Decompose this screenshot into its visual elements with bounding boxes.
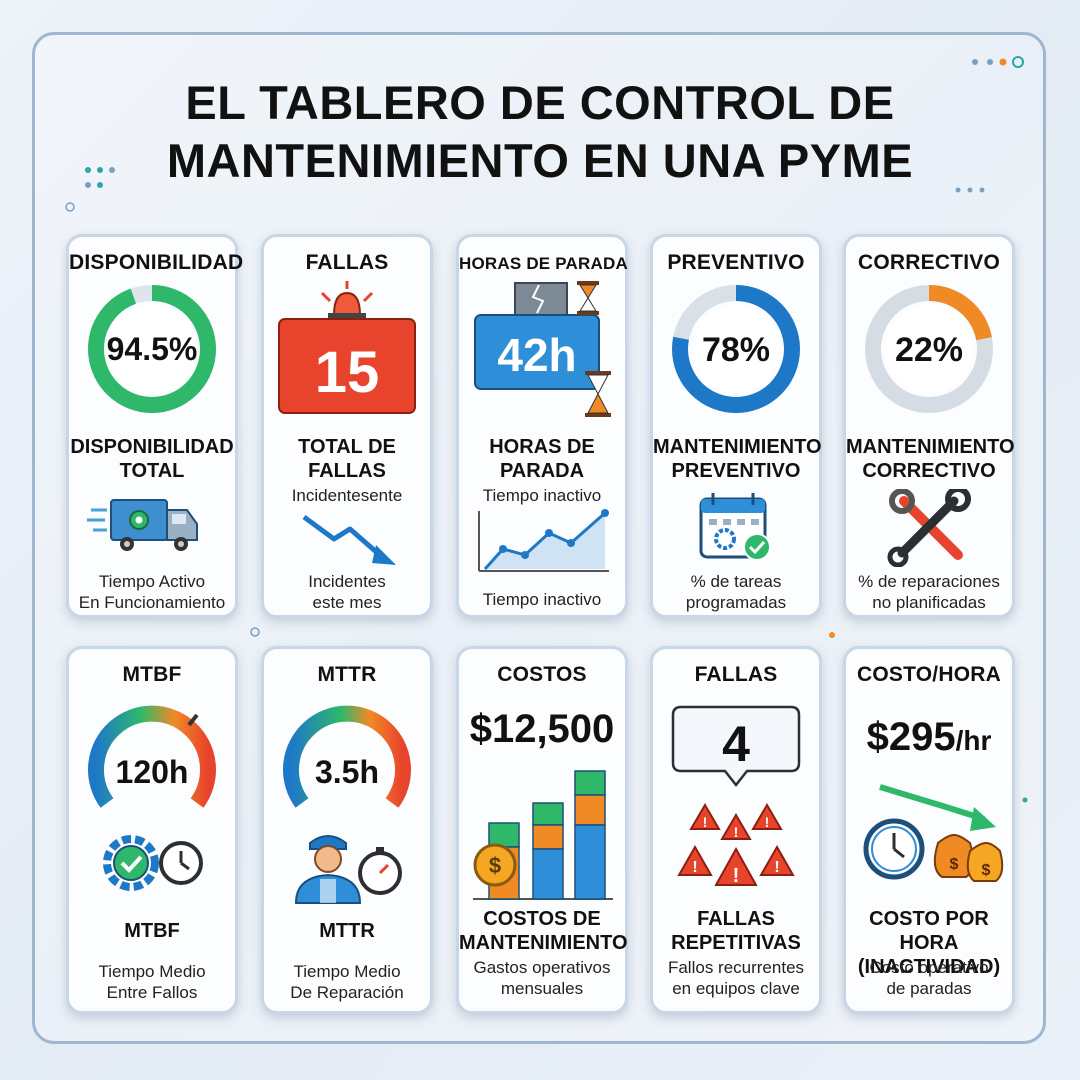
svg-text:!: ! (733, 865, 740, 887)
svg-text:!: ! (734, 824, 739, 840)
gear-check-clock-icon (103, 835, 203, 891)
card-title: FALLAS (305, 251, 389, 274)
cost-per-hour-value: $295/hr (866, 715, 992, 759)
card-subtitle: MTBF (124, 920, 180, 942)
card-title: PREVENTIVO (667, 251, 805, 274)
page-title: EL TABLERO DE CONTROL DE MANTENIMIENTO E… (166, 76, 914, 187)
card-description: Tiempo Medio De Reparación (290, 962, 404, 1002)
card-description: Costo operativo de paradas (869, 958, 989, 998)
card-subtitle: MANTENIMIENTO PREVENTIVO (653, 436, 822, 482)
card-subtitle: DISPONIBILIDAD TOTAL (70, 436, 234, 482)
card-mttr[interactable]: MTTR 3.5h MTTR Tiempo Medio De Reparació… (261, 646, 433, 1014)
card-subtitle: MTTR (319, 920, 375, 942)
card-title: FALLAS (694, 663, 778, 686)
technician-stopwatch-icon (294, 835, 402, 904)
downtime-panel: 42h (474, 281, 611, 417)
card-description: Gastos operativos mensuales (473, 958, 611, 998)
mtbf-gauge: 120h (88, 705, 216, 808)
downtime-value: 42h (497, 329, 576, 381)
card-costos[interactable]: COSTOS $12,500 $ COSTOS DE MANTENIMIENTO… (456, 646, 628, 1014)
card-description: Tiempo inactivo (482, 590, 602, 609)
svg-text:!: ! (774, 859, 779, 876)
trend-down-arrow-icon (302, 514, 396, 565)
card-title: HORAS DE PARADA (459, 254, 628, 273)
wrench-icon (887, 489, 971, 567)
card-subtitle: MANTENIMIENTO CORRECTIVO (846, 436, 1015, 482)
svg-text:!: ! (703, 814, 708, 830)
card-correctivo[interactable]: CORRECTIVO 22% MANTENIMIENTO CORRECTIVO … (843, 234, 1015, 618)
svg-text:$: $ (950, 856, 959, 873)
card-title: MTBF (122, 663, 182, 686)
mttr-value: 3.5h (315, 754, 379, 790)
card-mtbf[interactable]: MTBF 120h MTBF Tiempo Medio Entre Fallos (66, 646, 238, 1014)
card-subtitle: HORAS DE PARADA (489, 436, 595, 482)
card-note: Incidentesente (291, 486, 403, 505)
warning-triangles-icon: !!! !!! (677, 803, 795, 887)
card-costo-hora[interactable]: COSTO/HORA $295/hr $ $ COSTO POR HORA (I… (843, 646, 1015, 1014)
corrective-ring: 22% (865, 285, 993, 413)
maintenance-cost-value: $12,500 (469, 707, 615, 751)
svg-text:$: $ (982, 862, 991, 879)
card-subtitle: COSTO POR HORA (INACTIVIDAD) (857, 908, 1001, 978)
card-subtitle: FALLAS REPETITIVAS (671, 908, 801, 954)
clock-money-bags-icon: $ $ (863, 784, 1004, 882)
repeat-failure-value: 4 (722, 716, 750, 772)
card-title: MTTR (317, 663, 377, 686)
preventive-value: 78% (702, 331, 770, 369)
hourglass-icon (577, 281, 599, 315)
line-chart-icon (478, 509, 609, 572)
card-subtitle: TOTAL DE FALLAS (298, 436, 396, 482)
stacked-bar-coin-icon: $ (473, 770, 613, 900)
failure-count-value: 15 (315, 340, 380, 405)
card-description: % de reparaciones no planificadas (858, 572, 1000, 612)
card-subtitle: COSTOS DE MANTENIMIENTO (459, 908, 628, 954)
card-title: DISPONIBILIDAD (69, 251, 244, 274)
preventive-ring: 78% (672, 285, 800, 413)
card-note: Tiempo inactivo (482, 486, 602, 505)
truck-gear-icon (87, 499, 198, 551)
card-title: CORRECTIVO (857, 251, 1000, 274)
card-description: Incidentes este mes (308, 572, 386, 612)
svg-text:$: $ (489, 853, 501, 878)
card-description: Tiempo Activo En Funcionamiento (78, 572, 226, 612)
card-description: Fallos recurrentes en equipos clave (667, 958, 805, 998)
calendar-gear-icon (699, 493, 771, 561)
availability-value: 94.5% (107, 331, 198, 367)
card-disponibilidad[interactable]: DISPONIBILIDAD 94.5% DISPONIBILIDAD TOTA… (66, 234, 244, 618)
repeat-failure-count-box: 4 (671, 705, 801, 788)
card-fallas-repetitivas[interactable]: FALLAS 4 !!! !!! FALLAS REPETITIVAS Fall… (650, 646, 822, 1014)
card-description: % de tareas programadas (685, 572, 787, 612)
mttr-gauge: 3.5h (283, 705, 411, 808)
alarm-siren-icon (320, 281, 374, 319)
corrective-value: 22% (895, 331, 963, 369)
mtbf-value: 120h (116, 754, 189, 790)
card-title: COSTOS (497, 663, 587, 686)
card-title: COSTO/HORA (857, 663, 1001, 686)
availability-ring: 94.5% (88, 285, 216, 413)
card-horas-parada[interactable]: HORAS DE PARADA 42h HORAS DE PARADA Tiem… (456, 234, 628, 618)
svg-text:!: ! (765, 814, 770, 830)
svg-text:!: ! (692, 859, 697, 876)
card-preventivo[interactable]: PREVENTIVO 78% MANTENIMIENTO PREVENTIVO … (650, 234, 822, 618)
card-fallas[interactable]: FALLAS 15 TOTAL DE FALLAS Incidentesente… (261, 234, 433, 618)
failure-count-panel: 15 (278, 318, 416, 414)
card-description: Tiempo Medio Entre Fallos (98, 962, 206, 1002)
hourglass-icon (585, 371, 611, 417)
